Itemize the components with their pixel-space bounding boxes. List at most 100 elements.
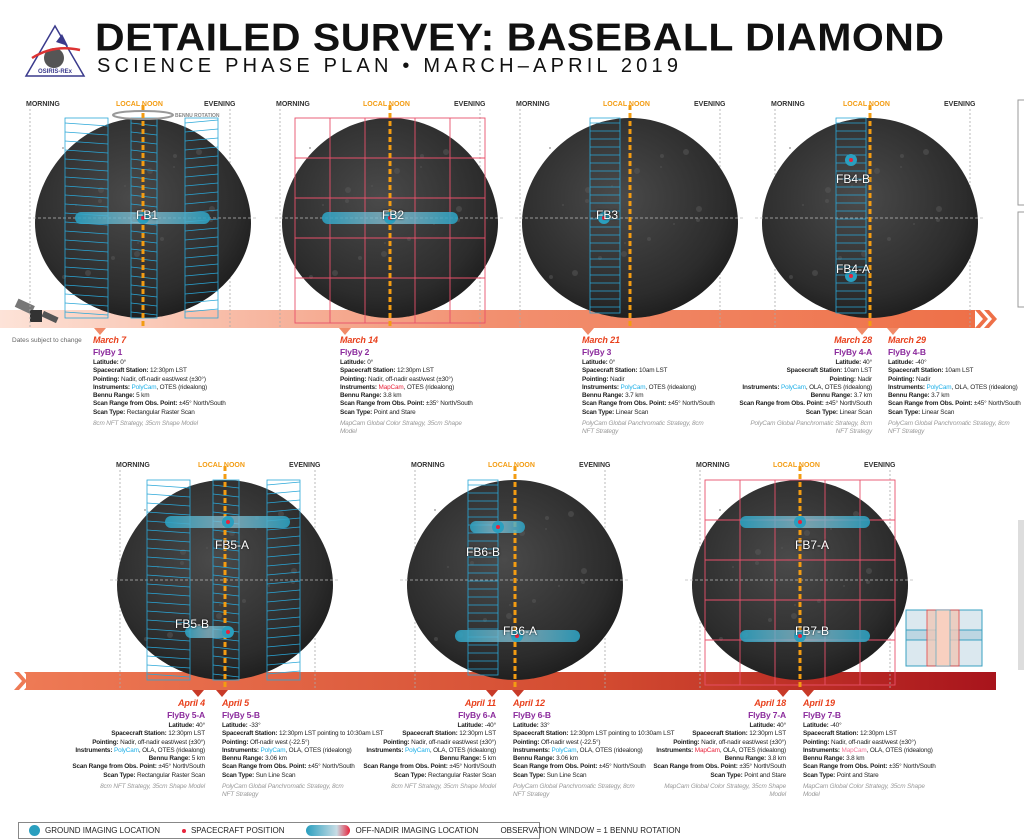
- field-label: Spacecraft Station:: [340, 367, 396, 375]
- field-value: ±45° North/South: [599, 763, 646, 771]
- flyby-field-instruments: Instruments: MapCam, OLA, OTES (ridealon…: [651, 747, 786, 755]
- date-marker-icon: [856, 328, 868, 335]
- flyby-field-scan-range: Scan Range from Obs. Point: ±45° North/S…: [222, 763, 383, 771]
- date-marker-icon: [777, 690, 789, 697]
- field-value: 33°: [540, 722, 550, 729]
- field-value: Nadir, off-nadir east/west (±30°): [701, 738, 786, 746]
- spacecraft-position: [388, 216, 392, 220]
- field-label: Scan Range from Obs. Point:: [93, 400, 178, 408]
- flyby-details: March 7 FlyBy 1 Latitude: 0° Spacecraft Sta…: [93, 334, 228, 428]
- off-nadir-imaging-bar: [185, 626, 232, 638]
- field-label: Instruments:: [742, 383, 780, 391]
- flyby-strategy-note: MapCam Global Color Strategy, 35cm Shape…: [340, 420, 462, 436]
- flyby-field-station: Spacecraft Station: 12:30pm LST: [361, 730, 496, 738]
- flyby-field-station: Spacecraft Station: 12:30pm LST: [340, 367, 475, 375]
- field-value: 3.06 km: [556, 755, 578, 763]
- date-marker-icon: [192, 690, 204, 697]
- flyby-date: March 7: [93, 335, 126, 345]
- flyby-field-latitude: Latitude: -40°: [361, 722, 497, 730]
- page-subtitle: SCIENCE PHASE PLAN • MARCH–APRIL 2019: [97, 55, 683, 77]
- instrument-primary: MapCam: [378, 383, 404, 391]
- flyby-details: April 5 FlyBy 5-B Latitude: -33° Spacecraft…: [222, 697, 384, 800]
- legend-spacecraft-position: SPACECRAFT POSITION: [181, 826, 285, 835]
- legend-label: SPACECRAFT POSITION: [190, 826, 285, 835]
- scan-location-label: FB7-B: [795, 624, 830, 638]
- local-noon-label: LOCAL NOON: [773, 462, 820, 469]
- spacecraft-position: [226, 520, 230, 524]
- spacecraft-position: [798, 634, 802, 638]
- flyby-name: FlyBy 6-B: [513, 710, 551, 720]
- date-marker-icon: [582, 328, 594, 335]
- flyby-field-scan-type: Scan Type: Sun Line Scan: [513, 772, 674, 780]
- flyby-name: FlyBy 2: [340, 347, 370, 357]
- instruments-other: , OLA, OTES (ridealong): [429, 746, 496, 754]
- field-label: Spacecraft Station:: [803, 730, 859, 738]
- flyby-field-scan-type: Scan Type: Point and Stare: [651, 772, 786, 780]
- flyby-details: March 29 FlyBy 4-B Latitude: -40° Spacecraf…: [888, 334, 1023, 437]
- field-label: Scan Type:: [582, 408, 615, 416]
- bennu-rotation-label: BENNU ROTATION: [175, 113, 220, 119]
- flyby-name: FlyBy 5-A: [167, 710, 205, 720]
- date-marker-icon: [339, 328, 351, 335]
- field-value: ±45° North/South: [825, 400, 872, 408]
- flyby-field-scan-range: Scan Range from Obs. Point: ±45° North/S…: [513, 763, 674, 771]
- local-noon-label: LOCAL NOON: [363, 101, 410, 108]
- flyby-field-latitude: Latitude: 0°: [582, 359, 717, 367]
- evening-label: EVENING: [864, 462, 896, 469]
- field-label: Scan Range from Obs. Point:: [513, 763, 598, 771]
- field-value: Point and Stare: [373, 408, 416, 416]
- flyby-field-station: Spacecraft Station: 12:30pm LST pointing…: [513, 730, 675, 738]
- osiris-rex-logo: OSIRIS-REx: [24, 24, 86, 78]
- bennu-rotation-arrow-icon: [112, 110, 174, 120]
- field-value: 3.7 km: [853, 392, 872, 400]
- field-label: Latitude:: [835, 359, 862, 366]
- instruments-other: , OTES (ridealong): [156, 383, 207, 391]
- instruments-other: , OTES (ridealong): [645, 383, 696, 391]
- field-value: Rectangular Raster Scan: [126, 408, 195, 416]
- field-value: 12:30pm LST: [150, 367, 187, 375]
- field-label: Scan Type:: [103, 771, 136, 779]
- polycam-scan-stripe: [589, 117, 621, 314]
- field-label: Instruments:: [513, 746, 550, 754]
- field-value: 3.8 km: [767, 755, 786, 763]
- field-label: Instruments:: [340, 383, 377, 391]
- instrument-primary: PolyCam: [620, 383, 646, 391]
- field-label: Instruments:: [803, 746, 840, 754]
- scan-location-label: FB7-A: [795, 538, 830, 552]
- field-value: 5 km: [136, 392, 150, 400]
- field-label: Pointing:: [829, 375, 856, 383]
- instruments-other: , OLA, OTES (ridealong): [805, 383, 872, 391]
- flyby-field-range: Bennu Range: 5 km: [361, 755, 497, 763]
- morning-label: MORNING: [26, 101, 60, 108]
- spacecraft-position: [141, 216, 145, 220]
- spacecraft-position: [849, 274, 853, 278]
- date-marker-icon: [486, 690, 498, 697]
- instruments-other: , OLA, OTES (ridealong): [719, 746, 786, 754]
- field-value: -40°: [830, 722, 842, 729]
- flyby-field-scan-type: Scan Type: Rectangular Raster Scan: [93, 409, 228, 417]
- flyby-date: March 29: [888, 335, 926, 345]
- rotational-scan-diagram: [905, 609, 983, 667]
- flyby-field-latitude: Latitude: 0°: [340, 359, 475, 367]
- local-noon-label: LOCAL NOON: [116, 101, 163, 108]
- flyby-date: April 5: [222, 698, 249, 708]
- flyby-name: FlyBy 3: [582, 347, 612, 357]
- field-value: ±45° North/South: [449, 763, 496, 771]
- field-value: 3.8 km: [846, 755, 865, 763]
- field-value: -33°: [249, 722, 261, 729]
- field-value: Nadir, off-nadir east/west (±30°): [830, 738, 916, 746]
- flyby-strategy-note: MapCam Global Color Strategy, 35cm Shape…: [664, 783, 786, 799]
- scan-location-label: FB4-A: [836, 262, 871, 276]
- field-value: 10am LST: [945, 367, 974, 375]
- off-nadir-bar-icon: [306, 825, 351, 836]
- flyby-field-pointing: Pointing: Nadir: [737, 376, 872, 384]
- flyby-field-scan-range: Scan Range from Obs. Point: ±45° North/S…: [888, 400, 1023, 408]
- local-noon-label: LOCAL NOON: [843, 101, 890, 108]
- flyby-field-station: Spacecraft Station: 10am LST: [888, 367, 1023, 375]
- evening-label: EVENING: [944, 101, 976, 108]
- flyby-name: FlyBy 4-A: [834, 347, 872, 357]
- flyby-field-instruments: Instruments: PolyCam, OLA, OTES (ridealo…: [737, 384, 872, 392]
- field-value: 3.8 km: [383, 392, 402, 400]
- spacecraft-position: [515, 634, 519, 638]
- flyby-field-instruments: Instruments: MapCam, OTES (ridealong): [340, 384, 475, 392]
